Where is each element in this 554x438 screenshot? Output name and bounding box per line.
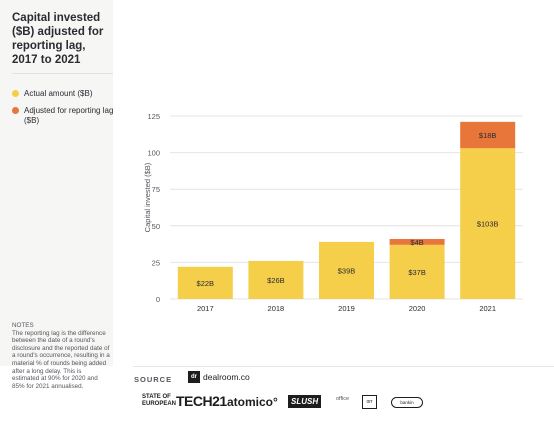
barker-logo: bankin [391,397,423,408]
bar-value-label: $22B [197,279,215,288]
x-tick-label: 2018 [268,304,285,313]
orrick-logo: orr [362,395,377,409]
atomico-logo: atomico° [227,395,278,409]
bar-value-label: $37B [408,268,426,277]
y-tick-label: 50 [152,222,160,231]
bar-value-label: $39B [338,266,356,275]
legend-label: Adjusted for reporting lag ($B) [24,106,114,125]
state-of-european-logo: STATE OF EUROPEAN [142,394,177,407]
partner-logos: STATE OF EUROPEAN TECH21 atomico° SLUSH … [142,392,554,414]
bar-actual [319,241,374,299]
sidebar: Capital invested ($B) adjusted for repor… [0,0,114,390]
slush-logo: SLUSH [288,395,322,408]
divider [12,73,113,74]
x-tick-label: 2021 [479,304,496,313]
footer-divider [133,366,554,367]
yellow-dot-icon [12,90,19,97]
x-tick-label: 2017 [197,304,214,313]
notes: NOTES The reporting lag is the differenc… [12,322,110,390]
y-tick-label: 100 [147,149,160,158]
y-tick-label: 125 [147,112,160,121]
dealroom-name: dealroom.co [203,372,250,382]
notes-text: The reporting lag is the difference betw… [12,329,110,390]
chart-title: Capital invested ($B) adjusted for repor… [12,12,104,66]
bar-value-label: $18B [479,131,497,140]
bar-actual [389,244,445,299]
tech21-logo: TECH21 [176,393,227,409]
dealroom-source[interactable]: dr dealroom.co [188,371,250,383]
x-tick-label: 2020 [409,304,426,313]
y-tick-label: 25 [152,258,160,267]
x-tick-label: 2019 [338,304,355,313]
dealroom-logo-icon: dr [188,371,200,383]
bar-actual [460,148,516,299]
y-tick-label: 0 [156,295,160,304]
bar-actual [248,260,304,299]
bar-value-label: $4B [410,238,423,247]
y-tick-label: 75 [152,185,160,194]
orange-dot-icon [12,107,19,114]
source-label: SOURCE [134,375,173,384]
y-axis-label: Capital invested ($B) [143,162,152,232]
bar-adjusted [389,238,445,245]
bar-actual [177,266,233,299]
bar-adjusted [460,121,516,149]
bar-value-label: $26B [267,276,285,285]
office-logo: office [336,396,350,402]
notes-title: NOTES [12,322,34,329]
bar-chart: 0 25 50 75 100 125 Capital invested ($B) $22B 20… [143,112,523,313]
bar-value-label: $103B [477,220,499,229]
legend-label: Actual amount ($B) [24,89,93,98]
